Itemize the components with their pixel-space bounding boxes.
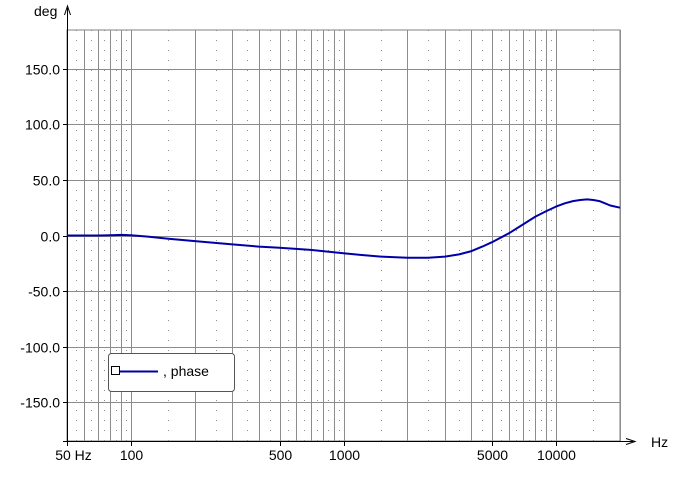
y-tick-label: -150.0 [20, 395, 60, 411]
x-axis-arrow [625, 438, 637, 445]
legend-marker [111, 366, 120, 375]
y-tick-label: 0.0 [41, 229, 61, 245]
legend-label: , phase [163, 363, 209, 379]
x-tick-label: 10000 [537, 447, 576, 463]
legend: , phase [108, 353, 235, 392]
phase-series-line [67, 198, 621, 259]
x-tick-label: 1000 [329, 447, 360, 463]
tick-labels: 150.0 100.0 50.0 0.0 -50.0 -100.0 -150.0 50 Hz 1… [20, 62, 576, 464]
y-axis-label: deg [34, 3, 57, 19]
y-tick-label: -100.0 [20, 340, 60, 356]
series-layer [67, 198, 621, 259]
y-tick-label: 150.0 [25, 62, 60, 78]
x-tick-label: 100 [120, 447, 144, 463]
y-tick-label: 50.0 [33, 173, 60, 189]
axes [63, 4, 637, 446]
x-tick-label: 500 [269, 447, 293, 463]
y-axis-arrow [64, 4, 71, 16]
y-tick-label: -50.0 [28, 284, 60, 300]
x-tick-label: 5000 [477, 447, 508, 463]
x-axis-label: Hz [651, 434, 668, 450]
y-tick-label: 100.0 [25, 117, 60, 133]
x-tick-label: 50 Hz [55, 447, 92, 463]
legend-box [108, 353, 235, 392]
